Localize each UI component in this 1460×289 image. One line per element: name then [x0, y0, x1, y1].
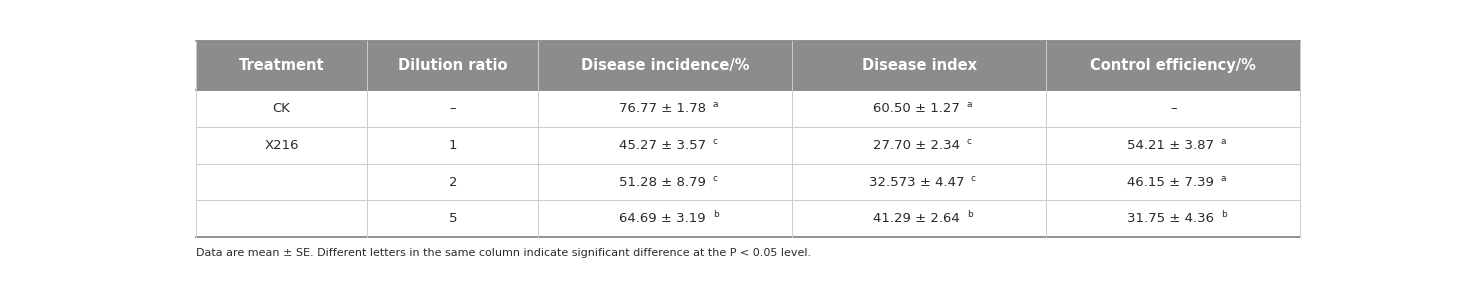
Text: CK: CK: [273, 102, 291, 115]
Text: Data are mean ± SE. Different letters in the same column indicate significant di: Data are mean ± SE. Different letters in…: [196, 248, 812, 258]
Text: a: a: [967, 100, 972, 109]
Text: 31.75 ± 4.36: 31.75 ± 4.36: [1127, 212, 1215, 225]
Text: 64.69 ± 3.19: 64.69 ± 3.19: [619, 212, 707, 225]
Text: c: c: [971, 174, 975, 183]
Text: 45.27 ± 3.57: 45.27 ± 3.57: [619, 139, 707, 152]
Text: 5: 5: [448, 212, 457, 225]
Text: 2: 2: [448, 176, 457, 189]
Text: Disease incidence/%: Disease incidence/%: [581, 58, 749, 73]
Text: X216: X216: [264, 139, 299, 152]
Text: 51.28 ± 8.79: 51.28 ± 8.79: [619, 176, 707, 189]
Text: b: b: [967, 210, 972, 219]
Text: 60.50 ± 1.27: 60.50 ± 1.27: [873, 102, 961, 115]
Text: b: b: [1221, 210, 1226, 219]
Text: c: c: [712, 174, 718, 183]
Text: c: c: [712, 137, 718, 146]
Text: –: –: [1169, 102, 1177, 115]
Text: a: a: [1221, 174, 1226, 183]
Text: a: a: [712, 100, 718, 109]
Text: 41.29 ± 2.64: 41.29 ± 2.64: [873, 212, 961, 225]
Text: b: b: [712, 210, 718, 219]
Text: –: –: [450, 102, 456, 115]
Text: Treatment: Treatment: [239, 58, 324, 73]
Text: 1: 1: [448, 139, 457, 152]
Text: 54.21 ± 3.87: 54.21 ± 3.87: [1127, 139, 1215, 152]
Text: 46.15 ± 7.39: 46.15 ± 7.39: [1127, 176, 1215, 189]
Text: Control efficiency/%: Control efficiency/%: [1091, 58, 1257, 73]
Bar: [196, 41, 1301, 90]
Text: 76.77 ± 1.78: 76.77 ± 1.78: [619, 102, 707, 115]
Text: Dilution ratio: Dilution ratio: [399, 58, 508, 73]
Text: Disease index: Disease index: [861, 58, 977, 73]
Text: c: c: [967, 137, 972, 146]
Text: 32.573 ± 4.47: 32.573 ± 4.47: [869, 176, 965, 189]
Text: a: a: [1221, 137, 1226, 146]
Text: 27.70 ± 2.34: 27.70 ± 2.34: [873, 139, 961, 152]
